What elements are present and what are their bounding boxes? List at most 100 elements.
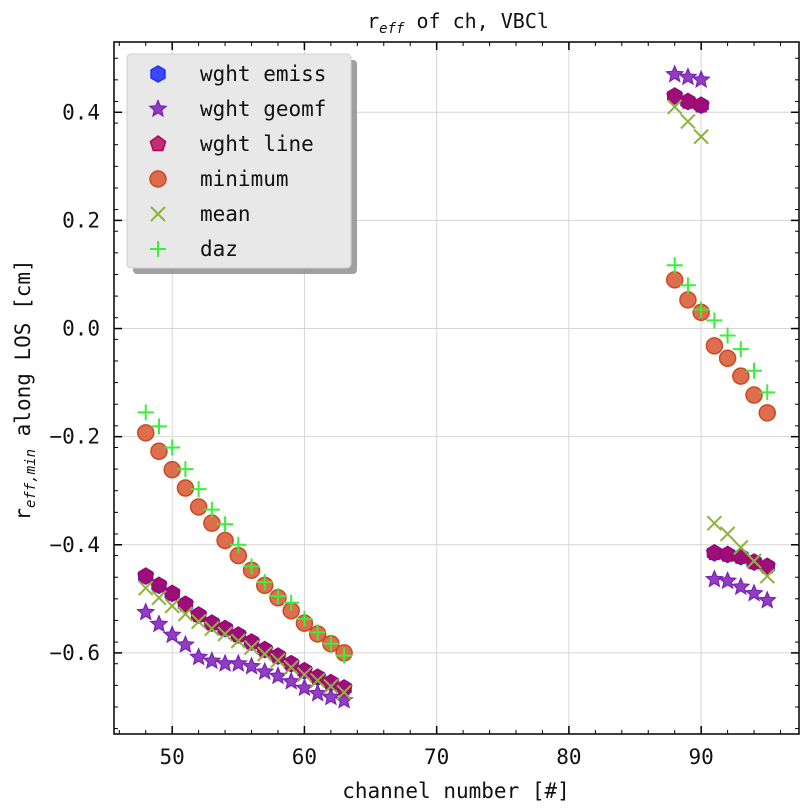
point-wght-line [137, 567, 155, 584]
point-mean [759, 568, 775, 584]
point-minimum [732, 367, 750, 385]
point-wght-line [176, 595, 194, 612]
point-mean [164, 598, 180, 614]
legend-marker-minimum [149, 170, 167, 188]
point-wght-geomf [757, 590, 777, 609]
point-wght-line [163, 584, 181, 601]
x-tick-label: 90 [688, 745, 713, 769]
point-mean [138, 580, 154, 596]
legend-marker-daz [150, 241, 166, 257]
point-minimum [176, 479, 195, 497]
point-wght-geomf [228, 653, 248, 672]
point-wght-geomf [704, 569, 724, 588]
point-mean [283, 659, 299, 676]
point-minimum [136, 424, 155, 442]
y-axis-label: reff,min along LOS [cm] [11, 259, 39, 520]
point-daz [309, 624, 326, 641]
legend-marker-wght-line [149, 135, 167, 152]
point-mean [666, 99, 683, 115]
point-daz [732, 341, 749, 358]
point-wght-line [679, 92, 697, 109]
x-tick-label: 60 [292, 745, 317, 769]
point-daz [322, 635, 339, 652]
point-daz [177, 461, 194, 478]
point-wght-line [719, 545, 737, 562]
y-tick-label: −0.6 [49, 641, 100, 665]
y-tick-label: 0.2 [62, 208, 100, 232]
point-minimum [216, 531, 234, 550]
point-daz [336, 647, 353, 664]
y-tick-label: 0.4 [62, 100, 100, 124]
point-daz [679, 277, 696, 294]
chart-title: reff of ch, VBCl [367, 9, 549, 37]
point-wght-geomf [281, 671, 301, 690]
series-minimum [136, 271, 777, 662]
point-daz [759, 384, 776, 401]
point-daz [269, 588, 286, 605]
point-daz [693, 301, 710, 318]
x-tick-label: 80 [556, 745, 581, 769]
point-mean [706, 515, 723, 531]
point-daz [243, 558, 260, 575]
point-wght-line [692, 96, 710, 113]
legend-label-daz: daz [200, 237, 238, 261]
point-minimum [150, 442, 168, 461]
point-minimum [189, 498, 208, 516]
point-minimum [679, 291, 697, 309]
point-mean [270, 652, 286, 669]
legend-marker-wght-geomf [148, 98, 168, 118]
legend-label-wght-geomf: wght geomf [200, 97, 326, 121]
point-mean [217, 626, 233, 642]
point-wght-line [705, 543, 723, 561]
point-wght-geomf [321, 687, 341, 706]
point-daz [666, 257, 683, 274]
point-daz [190, 481, 207, 498]
series-daz [137, 257, 776, 664]
point-minimum [745, 386, 763, 404]
y-tick-label: 0.0 [62, 317, 100, 341]
point-mean [204, 620, 220, 637]
point-wght-geomf [308, 683, 328, 702]
point-daz [719, 327, 736, 344]
point-wght-geomf [162, 625, 182, 644]
y-tick-label: −0.2 [49, 425, 100, 449]
point-mean [257, 646, 273, 662]
point-wght-geomf [744, 583, 764, 602]
point-daz [217, 516, 234, 533]
point-daz [706, 312, 723, 329]
y-tick-label: −0.4 [49, 533, 100, 557]
point-wght-line [758, 557, 776, 574]
point-wght-line [269, 647, 287, 664]
point-daz [230, 536, 247, 553]
point-mean [190, 613, 207, 630]
legend-label-wght-line: wght line [200, 132, 314, 156]
point-mean [309, 672, 326, 689]
x-axis-label: channel number [#] [342, 779, 570, 803]
point-daz [256, 574, 273, 591]
point-mean [323, 678, 339, 695]
point-daz [283, 594, 300, 611]
legend-label-wght-emiss: wght emiss [200, 62, 326, 86]
point-mean [296, 666, 313, 683]
point-wght-geomf [294, 677, 314, 697]
point-mean [746, 553, 762, 569]
point-mean [177, 606, 194, 622]
point-mean [680, 113, 696, 130]
series-mean [138, 99, 775, 701]
series-wght-geomf [136, 64, 777, 709]
plot-frame [113, 41, 800, 735]
point-wght-geomf [136, 602, 156, 621]
point-wght-geomf [731, 576, 751, 596]
point-wght-line [666, 87, 684, 104]
point-mean [243, 639, 260, 656]
x-tick-label: 50 [160, 745, 185, 769]
point-wght-geomf [691, 69, 711, 88]
point-mean [151, 590, 167, 606]
point-wght-line [335, 679, 353, 696]
point-wght-geomf [189, 647, 209, 666]
point-daz [150, 418, 167, 435]
point-mean [693, 128, 709, 145]
point-daz [203, 501, 220, 518]
point-wght-geomf [255, 661, 275, 680]
